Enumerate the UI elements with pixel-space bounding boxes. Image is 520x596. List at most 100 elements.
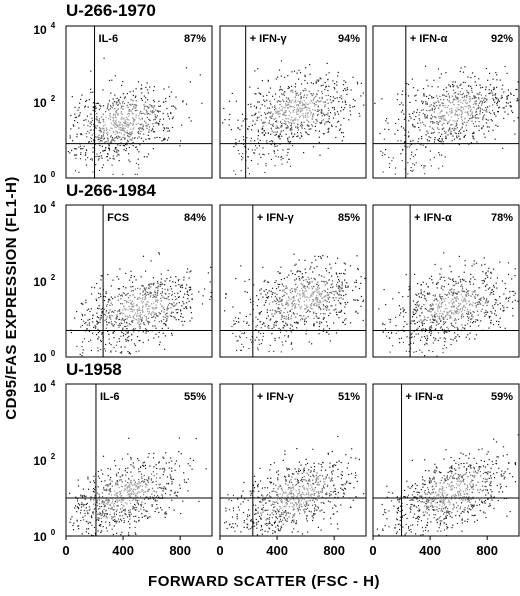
scatter-point: [445, 137, 447, 139]
scatter-point: [286, 276, 288, 278]
scatter-point: [467, 309, 469, 311]
scatter-point: [460, 285, 462, 287]
scatter-point: [337, 285, 340, 288]
scatter-point: [183, 279, 185, 281]
scatter-point: [143, 129, 145, 131]
scatter-point: [146, 117, 148, 119]
scatter-point: [462, 279, 464, 281]
scatter-point: [458, 130, 460, 133]
scatter-point: [344, 273, 346, 275]
scatter-point: [248, 324, 250, 326]
scatter-point: [167, 130, 169, 132]
scatter-point: [285, 318, 287, 320]
scatter-point: [485, 122, 488, 124]
scatter-point: [119, 124, 121, 126]
scatter-point: [153, 490, 155, 492]
scatter-point: [162, 296, 164, 298]
scatter-point: [479, 298, 481, 300]
scatter-point: [157, 110, 159, 112]
scatter-point: [284, 91, 286, 93]
scatter-points: [374, 65, 519, 175]
scatter-point: [486, 298, 488, 300]
scatter-point: [299, 107, 301, 109]
scatter-point: [117, 125, 119, 127]
scatter-point: [250, 103, 252, 105]
scatter-point: [324, 299, 326, 301]
scatter-point: [437, 97, 439, 99]
scatter-point: [270, 133, 272, 135]
scatter-point: [103, 130, 105, 132]
scatter-point: [119, 494, 121, 496]
scatter-point: [455, 336, 457, 338]
scatter-point: [487, 300, 489, 302]
scatter-point: [135, 496, 137, 498]
scatter-point: [293, 118, 295, 120]
scatter-point: [129, 308, 131, 310]
scatter-point: [114, 126, 116, 128]
scatter-point: [452, 101, 454, 103]
scatter-point: [116, 136, 118, 138]
scatter-point: [330, 284, 332, 286]
scatter-point: [143, 481, 145, 483]
scatter-point: [343, 272, 345, 275]
scatter-point: [86, 324, 88, 326]
scatter-point: [440, 73, 442, 75]
scatter-point: [304, 318, 306, 320]
scatter-point: [352, 98, 354, 100]
scatter-point: [120, 534, 122, 536]
scatter-point: [431, 309, 433, 311]
scatter-point: [321, 290, 323, 293]
scatter-point: [408, 344, 410, 346]
scatter-point: [458, 100, 460, 102]
scatter-point: [75, 157, 77, 159]
scatter-point: [445, 87, 447, 89]
scatter-point: [155, 477, 158, 479]
scatter-point: [113, 311, 115, 313]
scatter-point: [329, 312, 331, 314]
scatter-point: [505, 298, 507, 300]
scatter-point: [392, 345, 394, 347]
scatter-point: [282, 305, 284, 307]
scatter-point: [128, 109, 130, 111]
scatter-point: [440, 303, 442, 305]
scatter-point: [477, 106, 479, 109]
scatter-point: [423, 114, 426, 116]
scatter-point: [514, 275, 516, 277]
scatter-point: [171, 332, 173, 334]
scatter-point: [324, 82, 326, 84]
scatter-point: [395, 316, 397, 318]
scatter-point: [431, 109, 434, 111]
scatter-point: [312, 83, 314, 85]
scatter-point: [472, 291, 474, 293]
scatter-point: [450, 289, 452, 291]
scatter-point: [179, 465, 181, 467]
scatter-point: [430, 326, 432, 328]
scatter-point: [103, 128, 105, 130]
scatter-point: [110, 116, 112, 118]
scatter-point: [438, 305, 440, 308]
scatter-point: [284, 335, 286, 337]
scatter-point: [87, 125, 89, 127]
scatter-point: [148, 488, 150, 490]
scatter-point: [440, 315, 442, 317]
scatter-point: [420, 296, 422, 298]
scatter-point: [183, 303, 185, 305]
scatter-point: [327, 107, 329, 109]
scatter-point: [315, 122, 317, 125]
scatter-point: [444, 118, 446, 120]
scatter-point: [92, 314, 94, 317]
scatter-point: [279, 297, 281, 299]
scatter-point: [313, 299, 315, 301]
scatter-point: [81, 496, 84, 498]
scatter-point: [88, 308, 90, 310]
scatter-point: [413, 118, 415, 121]
scatter-point: [261, 80, 263, 82]
scatter-point: [464, 134, 466, 136]
scatter-point: [387, 332, 389, 334]
scatter-point: [161, 509, 163, 511]
scatter-point: [491, 291, 493, 294]
scatter-point: [141, 285, 143, 287]
scatter-point: [454, 332, 456, 334]
scatter-point: [154, 291, 156, 294]
scatter-point: [461, 286, 464, 288]
